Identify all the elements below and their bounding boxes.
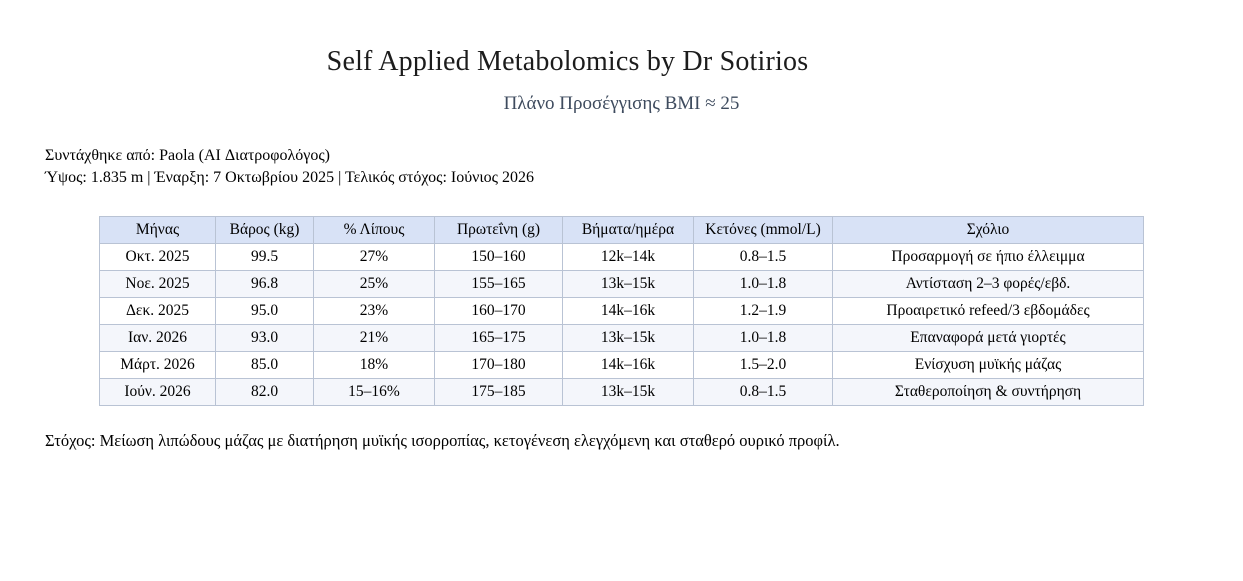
document-header: Self Applied Metabolomics by Dr Sotirios… (0, 46, 1243, 115)
cell-bodyfat: 25% (313, 270, 435, 298)
cell-steps: 12k–14k (562, 243, 694, 271)
cell-ketones: 0.8–1.5 (693, 243, 833, 271)
column-header-bodyfat: % Λίπους (313, 216, 435, 244)
page-subtitle: Πλάνο Προσέγγισης BMI ≈ 25 (503, 93, 740, 114)
cell-bodyfat: 21% (313, 324, 435, 352)
cell-comment: Ενίσχυση μυϊκής μάζας (832, 351, 1144, 379)
cell-protein: 170–180 (434, 351, 563, 379)
column-header-comment: Σχόλιο (832, 216, 1144, 244)
cell-ketones: 0.8–1.5 (693, 378, 833, 406)
goal-note: Στόχος: Μείωση λιπώδους μάζας με διατήρη… (45, 431, 840, 450)
cell-month: Μάρτ. 2026 (99, 351, 216, 379)
table-row: Οκτ. 2025 99.5 27% 150–160 12k–14k 0.8–1… (99, 243, 1144, 271)
cell-ketones: 1.0–1.8 (693, 270, 833, 298)
table-row: Ιαν. 2026 93.0 21% 165–175 13k–15k 1.0–1… (99, 324, 1144, 352)
cell-bodyfat: 18% (313, 351, 435, 379)
cell-protein: 155–165 (434, 270, 563, 298)
cell-weight: 82.0 (215, 378, 314, 406)
column-header-weight: Βάρος (kg) (215, 216, 314, 244)
cell-ketones: 1.5–2.0 (693, 351, 833, 379)
table-row: Ιούν. 2026 82.0 15–16% 175–185 13k–15k 0… (99, 378, 1144, 406)
meta-block: Συντάχθηκε από: Paola (AI Διατροφολόγος)… (45, 145, 1243, 189)
cell-comment: Επαναφορά μετά γιορτές (832, 324, 1144, 352)
cell-weight: 96.8 (215, 270, 314, 298)
cell-ketones: 1.2–1.9 (693, 297, 833, 325)
header-row: Μήνας Βάρος (kg) % Λίπους Πρωτεΐνη (g) Β… (99, 216, 1144, 244)
cell-weight: 93.0 (215, 324, 314, 352)
meta-author-line: Συντάχθηκε από: Paola (AI Διατροφολόγος) (45, 147, 330, 164)
document-page: { "page": { "title": "Self Applied Metab… (0, 46, 1243, 581)
cell-month: Ιαν. 2026 (99, 324, 216, 352)
cell-month: Ιούν. 2026 (99, 378, 216, 406)
cell-protein: 160–170 (434, 297, 563, 325)
meta-stats-line: Ύψος: 1.835 m | Έναρξη: 7 Οκτωβρίου 2025… (45, 169, 535, 186)
cell-month: Δεκ. 2025 (99, 297, 216, 325)
cell-bodyfat: 23% (313, 297, 435, 325)
cell-steps: 13k–15k (562, 378, 694, 406)
table-row: Μάρτ. 2026 85.0 18% 170–180 14k–16k 1.5–… (99, 351, 1144, 379)
table-row: Δεκ. 2025 95.0 23% 160–170 14k–16k 1.2–1… (99, 297, 1144, 325)
plan-table: Μήνας Βάρος (kg) % Λίπους Πρωτεΐνη (g) Β… (99, 216, 1144, 406)
cell-bodyfat: 27% (313, 243, 435, 271)
cell-steps: 13k–15k (562, 270, 694, 298)
column-header-ketones: Κετόνες (mmol/L) (693, 216, 833, 244)
cell-protein: 175–185 (434, 378, 563, 406)
cell-comment: Αντίσταση 2–3 φορές/εβδ. (832, 270, 1144, 298)
cell-steps: 14k–16k (562, 297, 694, 325)
table-row: Νοε. 2025 96.8 25% 155–165 13k–15k 1.0–1… (99, 270, 1144, 298)
column-header-steps: Βήματα/ημέρα (562, 216, 694, 244)
cell-comment: Προσαρμογή σε ήπιο έλλειμμα (832, 243, 1144, 271)
plan-table-header: Μήνας Βάρος (kg) % Λίπους Πρωτεΐνη (g) Β… (99, 216, 1144, 244)
cell-comment: Σταθεροποίηση & συντήρηση (832, 378, 1144, 406)
cell-comment: Προαιρετικό refeed/3 εβδομάδες (832, 297, 1144, 325)
cell-ketones: 1.0–1.8 (693, 324, 833, 352)
cell-steps: 13k–15k (562, 324, 694, 352)
column-header-protein: Πρωτεΐνη (g) (434, 216, 563, 244)
cell-weight: 95.0 (215, 297, 314, 325)
cell-protein: 165–175 (434, 324, 563, 352)
cell-weight: 99.5 (215, 243, 314, 271)
cell-steps: 14k–16k (562, 351, 694, 379)
cell-month: Νοε. 2025 (99, 270, 216, 298)
column-header-month: Μήνας (99, 216, 216, 244)
cell-bodyfat: 15–16% (313, 378, 435, 406)
plan-table-body: Οκτ. 2025 99.5 27% 150–160 12k–14k 0.8–1… (99, 243, 1144, 406)
cell-protein: 150–160 (434, 243, 563, 271)
cell-weight: 85.0 (215, 351, 314, 379)
cell-month: Οκτ. 2025 (99, 243, 216, 271)
page-title: Self Applied Metabolomics by Dr Sotirios (326, 46, 809, 77)
